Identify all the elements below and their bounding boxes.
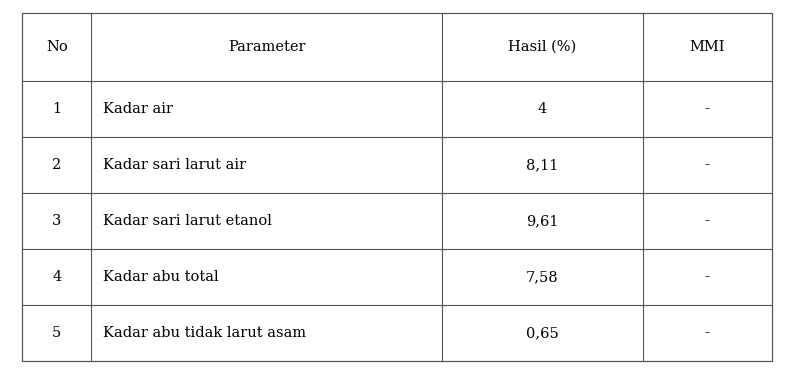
Text: -: - [705,102,710,116]
Text: -: - [705,158,710,172]
Text: 0,65: 0,65 [526,326,559,340]
Text: Kadar sari larut etanol: Kadar sari larut etanol [103,214,272,228]
Text: 3: 3 [52,214,61,228]
Text: Kadar abu tidak larut asam: Kadar abu tidak larut asam [103,326,306,340]
Text: 4: 4 [538,102,547,116]
Text: -: - [705,326,710,340]
Text: Kadar air: Kadar air [103,102,173,116]
Text: No: No [46,40,67,54]
Text: 8,11: 8,11 [526,158,559,172]
Text: Kadar sari larut air: Kadar sari larut air [103,158,246,172]
Text: Hasil (%): Hasil (%) [508,40,576,54]
Text: 5: 5 [52,326,61,340]
Text: 9,61: 9,61 [526,214,559,228]
Text: -: - [705,270,710,284]
Text: 2: 2 [52,158,61,172]
Text: 7,58: 7,58 [526,270,559,284]
Text: 1: 1 [52,102,61,116]
Text: 4: 4 [52,270,61,284]
Text: MMI: MMI [689,40,725,54]
Text: -: - [705,214,710,228]
Text: Parameter: Parameter [228,40,306,54]
Text: Kadar abu total: Kadar abu total [103,270,218,284]
